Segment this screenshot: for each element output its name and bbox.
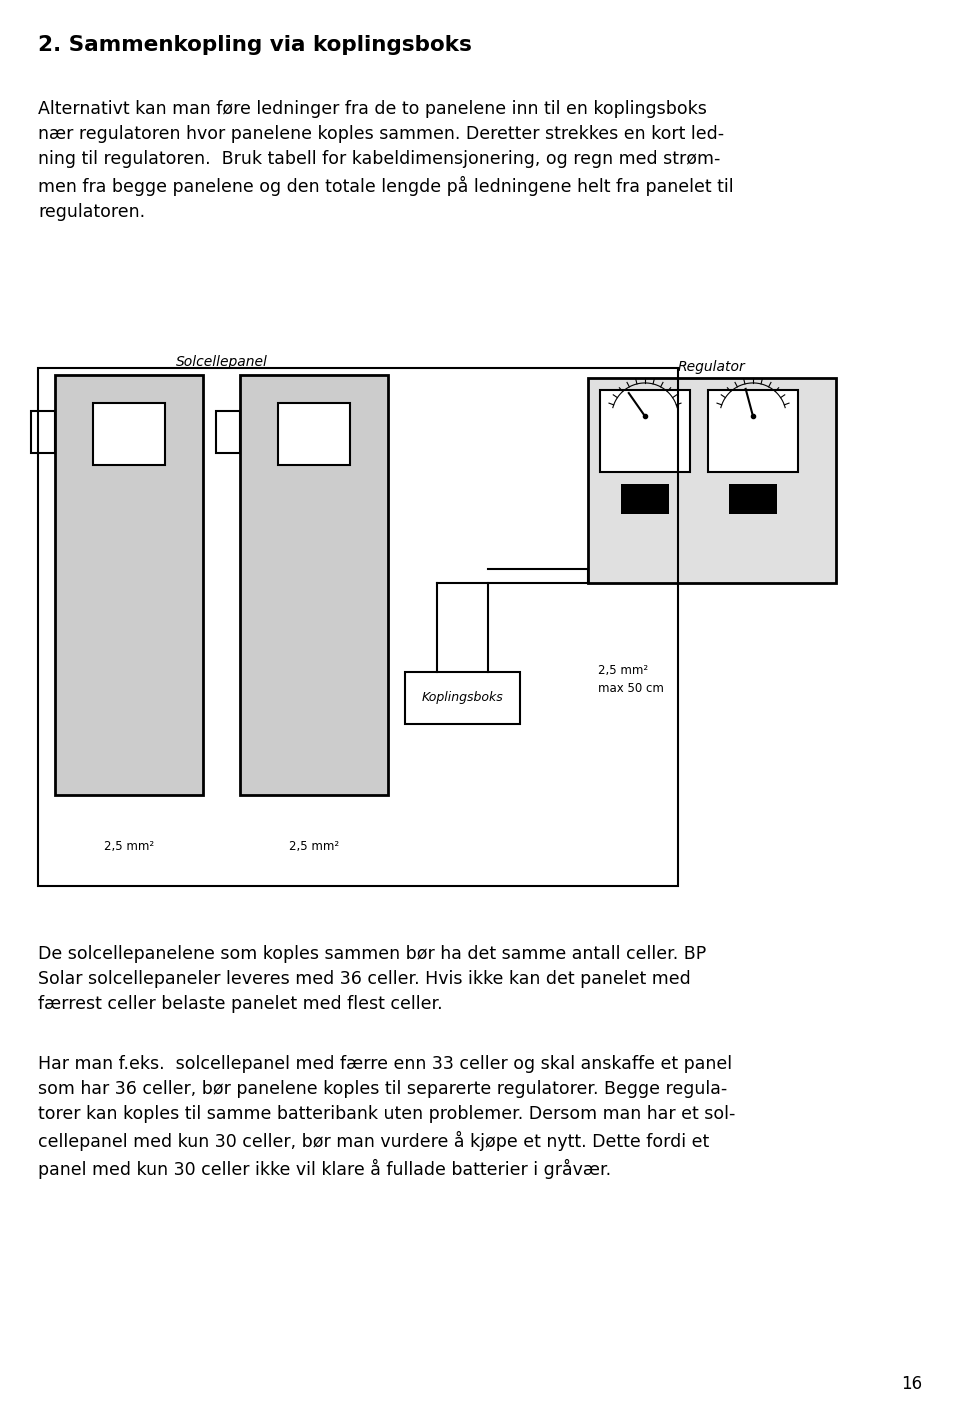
- Bar: [31, 411, 55, 453]
- Bar: [588, 377, 836, 584]
- Text: Regulator: Regulator: [678, 361, 746, 375]
- Bar: [38, 368, 678, 887]
- Text: 2,5 mm²: 2,5 mm²: [104, 840, 154, 853]
- Text: Har man f.eks.  solcellepanel med færre enn 33 celler og skal anskaffe et panel
: Har man f.eks. solcellepanel med færre e…: [38, 1055, 735, 1180]
- Bar: [216, 411, 240, 453]
- Bar: [708, 390, 798, 471]
- Text: 2,5 mm²: 2,5 mm²: [289, 840, 339, 853]
- Bar: [278, 403, 350, 464]
- Bar: [240, 375, 388, 796]
- Bar: [55, 375, 203, 796]
- Text: 16: 16: [900, 1375, 922, 1393]
- Text: 2. Sammenkopling via koplingsboks: 2. Sammenkopling via koplingsboks: [38, 35, 472, 55]
- Bar: [93, 403, 165, 464]
- Bar: [621, 484, 669, 513]
- Bar: [405, 672, 520, 724]
- Text: Solcellepanel: Solcellepanel: [176, 355, 268, 369]
- Text: 2,5 mm²
max 50 cm: 2,5 mm² max 50 cm: [598, 664, 664, 694]
- Text: Alternativt kan man føre ledninger fra de to panelene inn til en koplingsboks
næ: Alternativt kan man føre ledninger fra d…: [38, 100, 733, 222]
- Bar: [729, 484, 777, 513]
- Bar: [600, 390, 690, 471]
- Text: De solcellepanelene som koples sammen bør ha det samme antall celler. BP
Solar s: De solcellepanelene som koples sammen bø…: [38, 946, 707, 1013]
- Text: Koplingsboks: Koplingsboks: [421, 692, 503, 704]
